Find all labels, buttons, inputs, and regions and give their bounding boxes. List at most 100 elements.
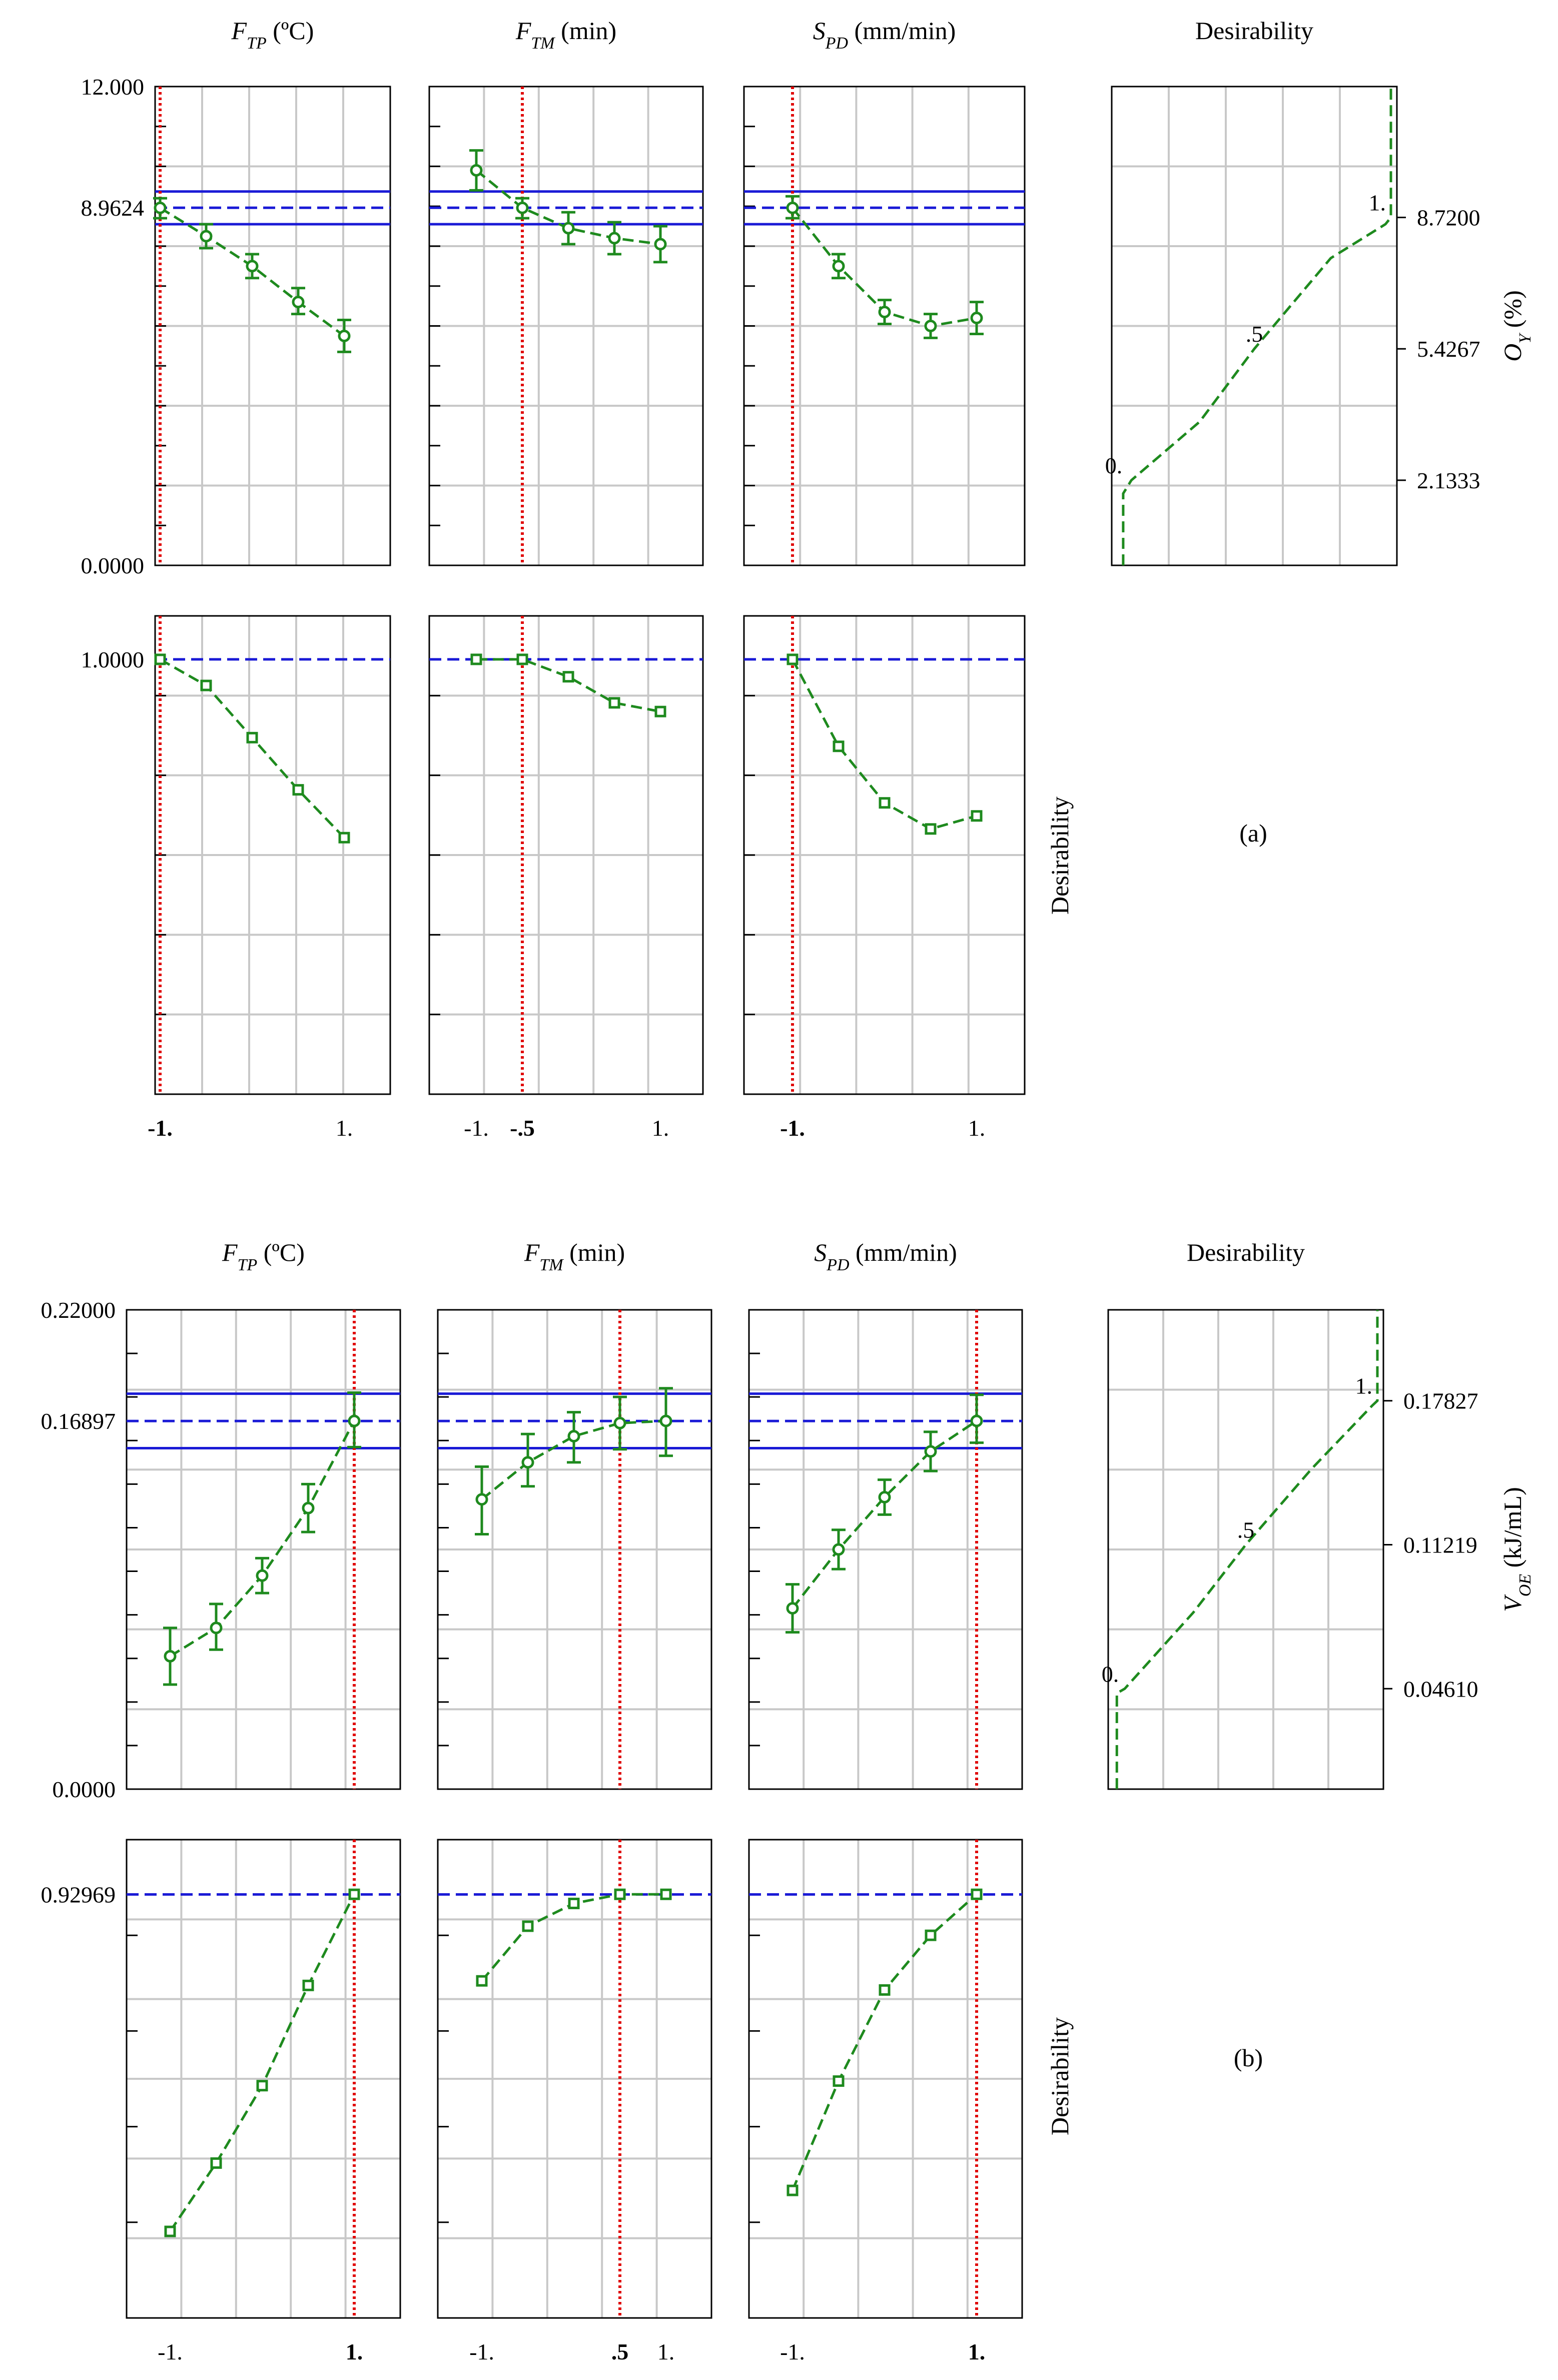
panel-b: FTP (ºC) FTM (min) SPD (mm/min) Desirabilit…: [41, 1238, 1534, 2364]
desirability-point: [787, 2184, 799, 2196]
x-tick-label: 1.: [968, 2339, 986, 2364]
y-axis-bottom-label: 0.0000: [81, 553, 145, 578]
column-header-var: S: [814, 1238, 827, 1266]
column-header-sub: TP: [238, 1256, 258, 1274]
desirability-curve: [169, 1894, 356, 2232]
plot-frame: [437, 1309, 712, 1790]
column-header-unit: (ºC): [257, 1238, 305, 1266]
desirability-axis-label: Desirability: [1046, 797, 1074, 915]
x-tick-label: 1.: [652, 1115, 669, 1141]
column-header-var: F: [515, 17, 531, 45]
y-axis-top-label: 0.22000: [41, 1297, 116, 1323]
column-header-unit: (min): [563, 1238, 625, 1266]
desirability-curve-label: 0.: [1102, 1661, 1119, 1687]
plot-frame: [743, 86, 1026, 566]
response-plot: [154, 86, 391, 566]
column-header-desirability: Desirability: [1195, 17, 1313, 45]
response-point: [786, 201, 799, 214]
column-header: FTM (min): [524, 1238, 625, 1274]
desirability-point: [608, 697, 620, 709]
response-point: [470, 164, 483, 177]
desirability-function-curve: [1115, 1310, 1379, 1789]
desirability-plot: [428, 615, 704, 1095]
desirability-point: [654, 705, 666, 717]
column-header-unit: (ºC): [267, 17, 314, 45]
desirability-plot: [748, 1839, 1023, 2319]
column-header: FTM (min): [515, 17, 616, 53]
desirability-point: [833, 740, 845, 752]
right-axis-tick-label: 2.1333: [1417, 468, 1480, 493]
desirability-point: [562, 671, 574, 683]
response-point: [924, 320, 937, 332]
right-axis-tick-label: 0.11219: [1403, 1532, 1477, 1557]
response-point: [521, 1456, 534, 1469]
desirability-point: [210, 2157, 222, 2169]
column-header-unit: (mm/min): [850, 1238, 957, 1266]
response-point: [970, 312, 983, 325]
response-plot: [748, 1309, 1023, 1790]
plot-frame: [126, 1309, 401, 1790]
plot-frame: [428, 615, 704, 1095]
response-point: [516, 201, 529, 214]
column-header: SPD (mm/min): [814, 1238, 957, 1274]
x-tick-label: -.5: [510, 1115, 535, 1141]
response-axis-label-unit: (kJ/mL): [1498, 1487, 1526, 1574]
response-point: [786, 1602, 799, 1615]
response-curve: [169, 1420, 356, 1658]
y-axis-current-label: 8.9624: [81, 195, 145, 221]
desirability-curve-label: 0.: [1105, 453, 1123, 478]
desirability-function-curve: [1122, 87, 1392, 565]
response-point: [338, 329, 351, 342]
response-point: [832, 260, 845, 273]
response-point: [562, 222, 575, 235]
desirability-current-label: 0.92969: [41, 1882, 116, 1908]
desirability-point: [833, 2075, 845, 2087]
y-axis-current-label: 0.16897: [41, 1408, 116, 1434]
desirability-curve-label: 1.: [1369, 190, 1386, 216]
x-tick-label: -1.: [158, 2339, 183, 2364]
response-point: [613, 1416, 626, 1429]
desirability-point: [470, 653, 482, 665]
response-point: [200, 230, 213, 243]
plot-frame: [1111, 86, 1398, 566]
column-header-sub: PD: [825, 34, 849, 53]
plot-frame: [154, 615, 391, 1095]
response-plot: [437, 1309, 712, 1790]
column-header-sub: TP: [247, 34, 267, 53]
right-axis-tick-label: 8.7200: [1417, 205, 1480, 231]
column-header-sub: PD: [826, 1256, 850, 1274]
y-axis-top-label: 12.000: [81, 74, 145, 100]
x-tick-label: 1.: [968, 1115, 986, 1141]
desirability-function-plot: 0.04610 0.11219 0.17827 0. .5 1.: [1102, 1309, 1478, 1790]
column-header: SPD (mm/min): [813, 17, 956, 53]
desirability-point: [348, 1888, 360, 1900]
x-tick-label: 1.: [657, 2339, 675, 2364]
desirability-point: [879, 797, 891, 809]
response-point: [567, 1430, 580, 1443]
response-point: [348, 1414, 361, 1427]
response-axis-label: VOE (kJ/mL): [1498, 1487, 1534, 1612]
column-header-desirability-unit: Desirability: [1195, 17, 1313, 45]
desirability-point: [971, 810, 983, 822]
y-axis-bottom-label: 0.0000: [53, 1777, 116, 1802]
column-header-unit: (min): [555, 17, 617, 45]
desirability-point: [925, 823, 937, 835]
column-header-var: F: [222, 1238, 238, 1266]
response-point: [878, 1490, 891, 1503]
desirability-point: [200, 679, 212, 691]
response-point: [475, 1493, 488, 1506]
column-header-desirability-unit: Desirability: [1187, 1238, 1305, 1266]
desirability-point: [971, 1888, 983, 1900]
desirability-point: [246, 731, 258, 743]
desirability-curve: [159, 658, 345, 839]
response-point: [659, 1414, 672, 1427]
desirability-point: [614, 1888, 626, 1900]
column-header: FTP (ºC): [222, 1238, 305, 1274]
desirability-point: [568, 1897, 580, 1909]
panel-a: F TP (ºC) FTM (min) SPD (mm/min) Desirabilit…: [81, 17, 1534, 1141]
desirability-point: [925, 1929, 937, 1941]
desirability-point: [879, 1984, 891, 1996]
desirability-point: [787, 653, 799, 665]
desirability-current-label: 1.0000: [81, 647, 145, 672]
